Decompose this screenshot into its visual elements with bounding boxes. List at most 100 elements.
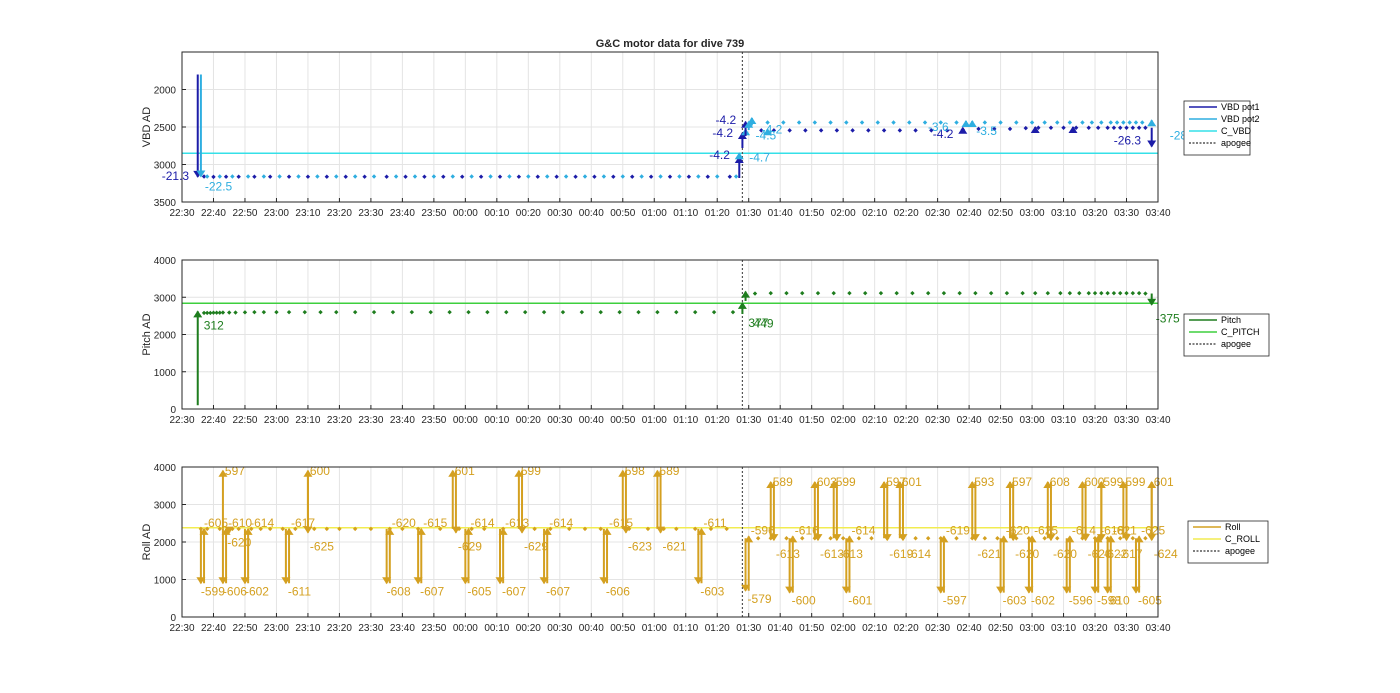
data-point-roll bbox=[982, 536, 988, 541]
data-point-pitch bbox=[674, 309, 679, 315]
move-label: -620 bbox=[1015, 547, 1039, 561]
data-point-pitch bbox=[730, 309, 736, 315]
axes-frame bbox=[181, 51, 1159, 203]
x-tick-label: 02:20 bbox=[894, 415, 919, 426]
data-point-vbd-pot2 bbox=[315, 174, 320, 179]
data-point-vbd-pot1 bbox=[1105, 125, 1110, 130]
move-label: -4.2 bbox=[762, 122, 783, 136]
data-point-vbd-pot1 bbox=[944, 128, 950, 133]
data-point-roll bbox=[258, 526, 263, 532]
x-tick-label: 02:30 bbox=[925, 623, 950, 634]
data-point-vbd-pot1 bbox=[705, 174, 710, 179]
data-point-vbd-pot1 bbox=[1036, 125, 1041, 130]
data-point-vbd-pot2 bbox=[412, 174, 418, 179]
x-tick-label: 23:40 bbox=[390, 623, 415, 634]
y-tick-label: 3000 bbox=[154, 293, 177, 304]
y-tick-label: 2000 bbox=[154, 331, 177, 342]
x-tick-label: 01:00 bbox=[642, 623, 667, 634]
data-point-roll bbox=[645, 526, 651, 532]
x-tick-label: 01:50 bbox=[799, 415, 824, 426]
data-point-vbd-pot2 bbox=[765, 120, 770, 125]
data-point-roll bbox=[828, 536, 833, 541]
data-point-pitch bbox=[227, 310, 232, 315]
data-point-roll bbox=[267, 526, 273, 532]
data-point-vbd-pot2 bbox=[639, 174, 644, 179]
legend-box bbox=[1183, 313, 1270, 357]
move-label: 589 bbox=[773, 475, 793, 489]
data-point-pitch bbox=[1058, 290, 1063, 296]
x-tick-label: 00:10 bbox=[484, 208, 509, 219]
legend-label: VBD pot1 bbox=[1221, 102, 1260, 112]
data-point-vbd-pot1 bbox=[554, 174, 559, 179]
data-point-vbd-pot1 bbox=[1061, 125, 1066, 130]
data-point-roll bbox=[755, 536, 761, 541]
move-arrowhead bbox=[747, 117, 757, 124]
data-point-vbd-pot2 bbox=[1108, 120, 1113, 125]
move-label: 610 bbox=[1110, 594, 1130, 608]
data-point-vbd-pot2 bbox=[828, 120, 833, 125]
data-point-vbd-pot2 bbox=[352, 174, 358, 179]
data-point-pitch bbox=[1105, 290, 1110, 296]
x-tick-label: 03:20 bbox=[1083, 623, 1108, 634]
move-arrowhead bbox=[734, 152, 744, 160]
x-tick-label: 01:20 bbox=[705, 208, 730, 219]
data-point-pitch bbox=[261, 309, 267, 315]
data-point-vbd-pot2 bbox=[204, 174, 210, 179]
move-label: -624 bbox=[1154, 547, 1178, 561]
move-label: -614 bbox=[851, 523, 875, 537]
x-tick-label: 23:30 bbox=[358, 623, 383, 634]
legend-box bbox=[1187, 520, 1269, 564]
move-arrowhead bbox=[1030, 126, 1040, 133]
data-point-vbd-pot2 bbox=[261, 174, 267, 179]
x-tick-label: 23:30 bbox=[358, 415, 383, 426]
x-tick-label: 22:40 bbox=[201, 208, 226, 219]
data-point-pitch bbox=[201, 310, 207, 316]
data-point-vbd-pot2 bbox=[296, 174, 301, 179]
data-point-vbd-pot2 bbox=[469, 174, 474, 179]
x-tick-label: 03:00 bbox=[1020, 208, 1045, 219]
move-label: -607 bbox=[502, 584, 526, 598]
data-point-vbd-pot2 bbox=[1080, 120, 1085, 125]
data-point-vbd-pot1 bbox=[441, 174, 446, 179]
y-tick-label: 3000 bbox=[154, 161, 177, 172]
move-label: -621 bbox=[663, 540, 687, 554]
data-point-pitch bbox=[957, 290, 962, 296]
x-tick-label: 00:40 bbox=[579, 623, 604, 634]
legend-label: C_VBD bbox=[1221, 126, 1252, 136]
move-label: -602 bbox=[1031, 594, 1055, 608]
move-arrowhead bbox=[224, 526, 234, 534]
move-label: -579 bbox=[748, 592, 772, 606]
data-point-vbd-pot1 bbox=[771, 128, 777, 133]
data-point-vbd-pot1 bbox=[223, 174, 229, 179]
move-label: -616 bbox=[795, 523, 819, 537]
move-label: -4.2 bbox=[716, 113, 737, 127]
data-point-pitch bbox=[1067, 290, 1073, 296]
x-tick-label: 01:00 bbox=[642, 415, 667, 426]
data-point-vbd-pot2 bbox=[431, 174, 437, 179]
x-tick-label: 01:30 bbox=[736, 415, 761, 426]
data-point-pitch bbox=[847, 290, 852, 296]
x-tick-label: 23:30 bbox=[358, 208, 383, 219]
x-tick-label: 03:30 bbox=[1114, 623, 1139, 634]
data-point-vbd-pot2 bbox=[582, 174, 588, 179]
data-point-vbd-pot1 bbox=[362, 174, 367, 179]
move-label: 599 bbox=[1103, 475, 1123, 489]
x-tick-label: 02:10 bbox=[862, 623, 887, 634]
move-arrowhead bbox=[744, 120, 754, 128]
data-point-roll bbox=[312, 526, 317, 532]
move-label: -603 bbox=[1003, 594, 1027, 608]
data-point-roll bbox=[1130, 536, 1136, 541]
move-arrowhead bbox=[1081, 534, 1091, 542]
data-point-roll bbox=[352, 526, 358, 532]
y-tick-label: 4000 bbox=[154, 256, 177, 267]
x-tick-label: 02:40 bbox=[957, 415, 982, 426]
move-arrowhead bbox=[464, 527, 474, 535]
x-tick-label: 23:50 bbox=[421, 208, 446, 219]
x-tick-label: 02:10 bbox=[862, 208, 887, 219]
x-tick-label: 02:30 bbox=[925, 208, 950, 219]
x-tick-label: 22:50 bbox=[232, 415, 257, 426]
data-point-pitch bbox=[220, 310, 226, 315]
move-label: -613 bbox=[505, 516, 529, 530]
data-point-vbd-pot1 bbox=[403, 174, 408, 179]
legend-label: apogee bbox=[1221, 138, 1251, 148]
